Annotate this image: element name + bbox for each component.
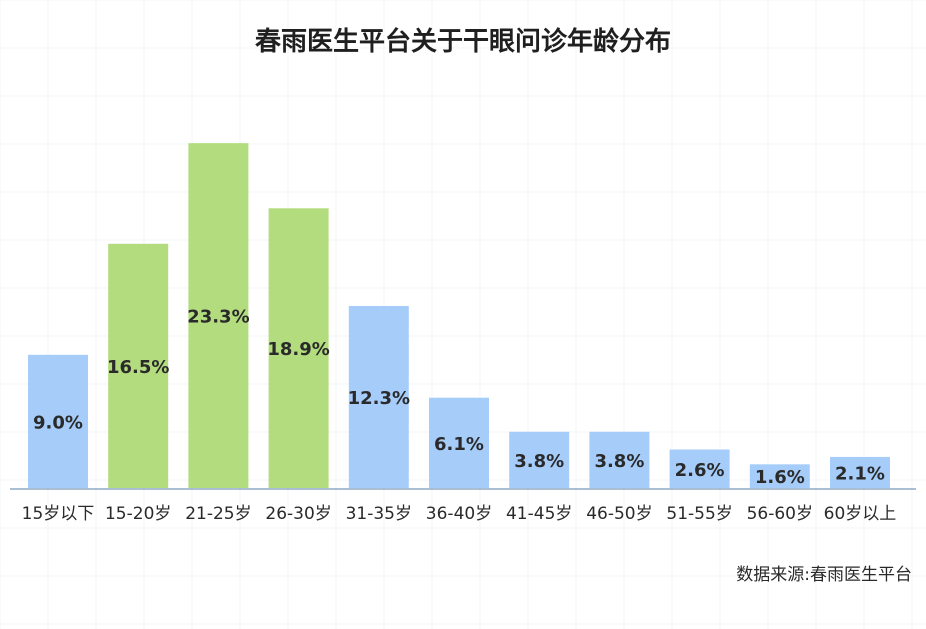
- bar: [108, 243, 169, 488]
- bar-value-label: 2.6%: [675, 460, 725, 481]
- x-tick-label: 41-45岁: [506, 504, 572, 524]
- x-tick-label: 56-60岁: [747, 504, 813, 524]
- bar-value-label: 9.0%: [33, 412, 83, 433]
- bar: [188, 143, 249, 488]
- bar-value-label: 18.9%: [267, 339, 329, 360]
- bar: [28, 354, 88, 488]
- value-labels: 9.0% 16.5% 23.3% 18.9% 12.3% 6.1% 3.8% 3.8% 2.6%…: [33, 307, 885, 489]
- x-tick-label: 51-55岁: [666, 504, 732, 524]
- bars: [28, 143, 890, 488]
- bar-value-label: 1.6%: [755, 467, 805, 488]
- x-axis-ticks: 15岁以下 15-20岁 21-25岁 26-30岁 31-35岁 36-40岁 41-45…: [22, 504, 897, 524]
- bar: [348, 305, 409, 488]
- bar-value-label: 12.3%: [348, 388, 410, 409]
- x-tick-label: 15-20岁: [105, 504, 171, 524]
- bar-value-label: 16.5%: [107, 357, 169, 378]
- bar: [830, 456, 890, 488]
- source-note: 数据来源:春雨医生平台: [736, 565, 912, 585]
- x-tick-label: 46-50岁: [586, 504, 652, 524]
- x-tick-label: 31-35岁: [346, 504, 412, 524]
- bar: [509, 431, 570, 488]
- bar-value-label: 3.8%: [594, 451, 644, 472]
- bar: [429, 397, 489, 488]
- x-tick-label: 21-25岁: [185, 504, 251, 524]
- bar-value-label: 2.1%: [835, 463, 885, 484]
- bar: [589, 431, 650, 488]
- bar-value-label: 6.1%: [434, 434, 484, 455]
- bar: [268, 208, 329, 488]
- bar-value-label: 23.3%: [187, 307, 249, 328]
- x-tick-label: 36-40岁: [426, 504, 492, 524]
- bar-value-label: 3.8%: [514, 451, 564, 472]
- x-tick-label: 60岁以上: [824, 504, 897, 524]
- chart-title: 春雨医生平台关于干眼问诊年龄分布: [255, 26, 671, 57]
- bar: [749, 464, 810, 488]
- bar: [669, 449, 730, 488]
- x-tick-label: 26-30岁: [265, 504, 331, 524]
- x-tick-label: 15岁以下: [22, 504, 95, 524]
